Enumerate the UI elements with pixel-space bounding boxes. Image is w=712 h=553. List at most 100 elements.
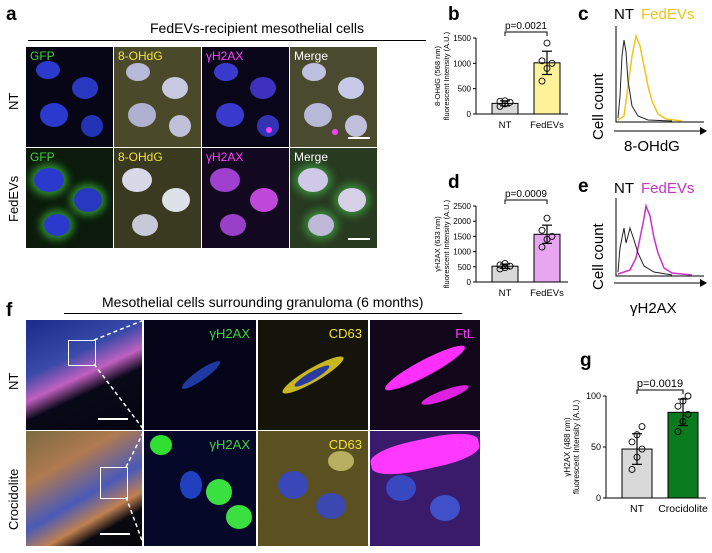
tile-label: CD63 (328, 437, 362, 452)
y-tick-label: 0 (467, 278, 472, 287)
data-point (548, 232, 556, 240)
tile-label: Merge (294, 150, 329, 164)
y-axis-label: fluorescent Intensity (A.U.) (442, 199, 451, 288)
scale-bar (98, 418, 128, 420)
data-point (501, 97, 509, 105)
tile-label: CD63 (328, 326, 362, 341)
tile-a-nt-gfp: GFP (26, 47, 113, 147)
panel-letter-b: b (448, 4, 460, 25)
data-point (633, 431, 641, 439)
data-point (496, 265, 504, 273)
data-point (679, 418, 687, 425)
legend-c-nt: NT (614, 6, 634, 23)
data-point (674, 402, 682, 410)
data-point (679, 397, 687, 405)
scale-bar (100, 533, 130, 535)
data-point (538, 243, 546, 251)
y-tick-label: 0 (467, 110, 472, 119)
legend-e-nt: NT (614, 180, 634, 197)
panel-letter-d: d (448, 172, 460, 193)
tile-f-crocidolite-ftl: FtL (370, 431, 480, 546)
tile-label: 8-OHdG (118, 49, 163, 63)
tile-label: FtL (455, 437, 474, 452)
data-point (501, 260, 509, 267)
y-tick-label: 50 (591, 442, 601, 452)
tile-label: γH2AX (206, 49, 244, 63)
scale-bar (348, 238, 370, 240)
y-axis-label: 8-OHdG (568 nm) (433, 45, 442, 106)
data-point (684, 392, 692, 400)
data-point (496, 97, 504, 105)
legend-c-fedevs: FedEVs (641, 6, 695, 23)
y-tick-label: 2000 (453, 217, 471, 226)
tile-f-crocidolite-overview (26, 431, 142, 546)
tile-label: γH2AX (209, 437, 250, 452)
y-tick-label: 500 (458, 263, 472, 272)
significance-bracket (636, 389, 684, 394)
tile-f-nt-gh2ax: γH2AX (144, 320, 256, 430)
panel-letter-g: g (580, 350, 592, 371)
chart-b: 0 500 1000 1500 8-OHdG (568 nm) fluorescent I… (433, 21, 568, 131)
histogram-e (615, 198, 704, 277)
tile-a-fedevs-gh2ax: γH2AX (202, 148, 289, 248)
tile-label: γH2AX (206, 150, 244, 164)
tile-label: FtL (455, 326, 474, 341)
tile-f-crocidolite-gh2ax: γH2AX (144, 431, 256, 546)
data-point (628, 438, 636, 446)
y-tick-label: 1000 (453, 59, 471, 68)
y-tick-label: 500 (458, 85, 472, 94)
data-point (548, 59, 556, 67)
axis-label-c-x: 8-OHdG (624, 138, 680, 155)
tile-a-fedevs-8ohdg: 8-OHdG (114, 148, 201, 248)
data-point (543, 214, 551, 222)
histogram-c-nt (617, 39, 673, 122)
histogram-e-nt (617, 226, 673, 276)
chart-g: 0 50 100 γH2AX (488 nm) fluorescent Intensit… (563, 378, 708, 515)
y-tick-label: 1000 (453, 248, 471, 257)
data-point (538, 226, 546, 234)
x-tick-label: NT (630, 503, 645, 515)
data-point (543, 64, 551, 72)
tile-f-crocidolite-cd63: CD63 (258, 431, 368, 546)
tile-f-nt-overview (26, 320, 142, 430)
y-tick-label: 0 (596, 493, 601, 503)
panel-letter-f: f (6, 300, 13, 321)
panel-letter-a: a (6, 4, 17, 25)
panel-a-title: FedEVs-recipient mesothelial cells (150, 20, 364, 36)
tile-a-fedevs-gfp: GFP (26, 148, 113, 248)
panel-a-title-rule (28, 40, 426, 41)
data-point (638, 423, 646, 431)
data-point (628, 465, 636, 473)
tile-f-nt-cd63: CD63 (258, 320, 368, 430)
bar (667, 411, 699, 499)
tile-a-nt-8ohdg: 8-OHdG (114, 47, 201, 147)
data-point (538, 77, 546, 85)
tile-label: GFP (30, 49, 55, 63)
x-tick-label: FedEVs (530, 120, 564, 131)
y-tick-label: 1500 (453, 34, 471, 43)
histogram-e-fedevs (617, 203, 693, 276)
data-point (506, 98, 514, 106)
tile-label: Merge (294, 49, 329, 63)
axis-arrow-e (614, 279, 707, 287)
p-value-label: p=0.0009 (505, 189, 547, 200)
data-point (674, 428, 682, 436)
panel-letter-c: c (578, 4, 589, 25)
tile-label: γH2AX (209, 326, 250, 341)
significance-bracket (504, 199, 548, 204)
histogram-c (615, 26, 704, 123)
data-point (684, 410, 692, 418)
p-value-label: p=0.0021 (505, 21, 547, 32)
data-point (496, 261, 504, 269)
y-axis-label: γH2AX (488 nm) (563, 417, 572, 476)
data-point (538, 57, 546, 65)
y-axis-label: γH2AX (633 nm) (433, 216, 442, 272)
x-tick-label: FedEVs (530, 288, 564, 299)
x-tick-label: NT (499, 120, 512, 131)
y-tick-label: 2500 (453, 202, 471, 211)
x-tick-label: NT (499, 288, 512, 299)
p-value-label: p=0.0019 (637, 378, 683, 390)
tile-label: 8-OHdG (118, 150, 163, 164)
axis-arrow-c (614, 127, 707, 135)
